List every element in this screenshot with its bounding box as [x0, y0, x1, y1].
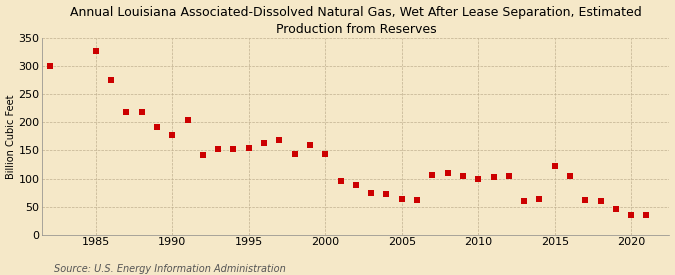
Point	[198, 153, 209, 157]
Point	[427, 172, 437, 177]
Point	[304, 143, 315, 147]
Point	[641, 213, 652, 217]
Point	[504, 174, 514, 178]
Point	[350, 183, 361, 188]
Title: Annual Louisiana Associated-Dissolved Natural Gas, Wet After Lease Separation, E: Annual Louisiana Associated-Dissolved Na…	[70, 6, 642, 35]
Point	[488, 175, 499, 179]
Point	[244, 145, 254, 150]
Point	[580, 198, 591, 202]
Point	[518, 199, 529, 203]
Point	[320, 152, 331, 156]
Point	[381, 191, 392, 196]
Point	[549, 164, 560, 168]
Point	[152, 125, 163, 129]
Point	[412, 198, 423, 202]
Point	[45, 64, 55, 68]
Text: Source: U.S. Energy Information Administration: Source: U.S. Energy Information Administ…	[54, 264, 286, 274]
Point	[136, 110, 147, 114]
Point	[472, 176, 483, 181]
Point	[274, 138, 285, 142]
Point	[335, 179, 346, 183]
Point	[534, 197, 545, 202]
Point	[228, 147, 239, 152]
Point	[458, 174, 468, 178]
Point	[396, 197, 407, 202]
Y-axis label: Billion Cubic Feet: Billion Cubic Feet	[5, 94, 16, 179]
Point	[182, 117, 193, 122]
Point	[259, 141, 269, 145]
Point	[595, 199, 606, 203]
Point	[121, 110, 132, 114]
Point	[213, 147, 223, 152]
Point	[366, 190, 377, 195]
Point	[564, 174, 575, 178]
Point	[90, 49, 101, 53]
Point	[106, 78, 117, 82]
Point	[610, 207, 621, 211]
Point	[626, 213, 637, 217]
Point	[442, 171, 453, 175]
Point	[167, 133, 178, 137]
Point	[290, 152, 300, 156]
